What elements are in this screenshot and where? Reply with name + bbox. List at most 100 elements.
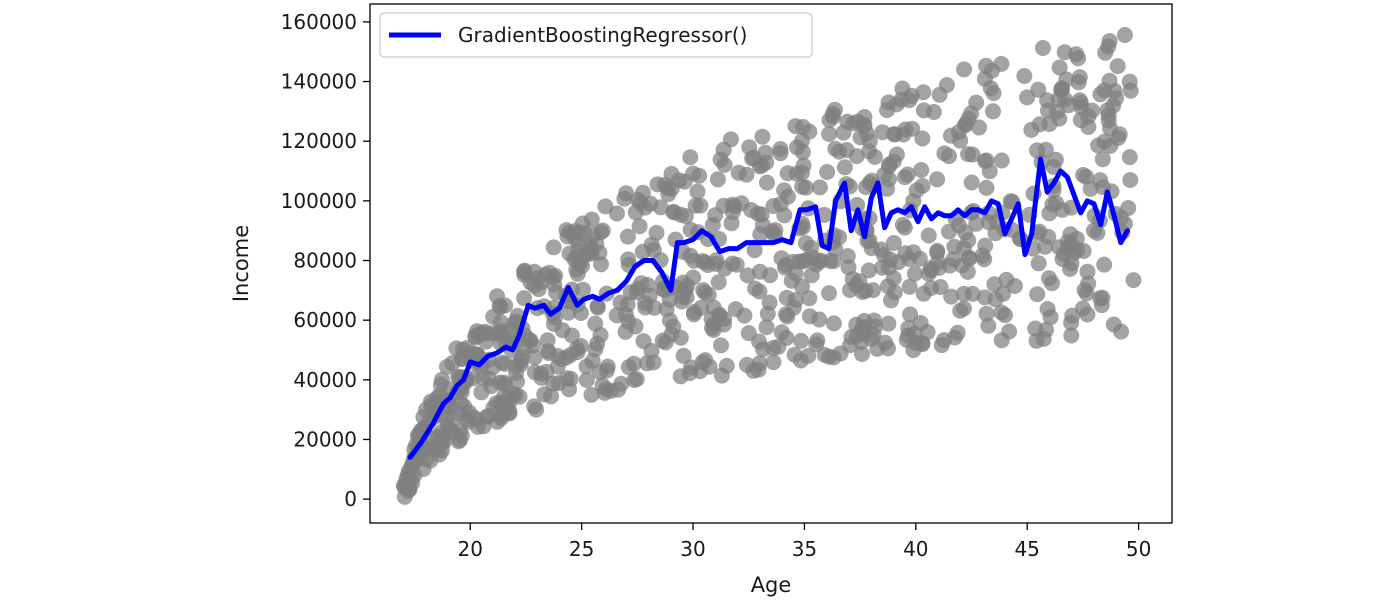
scatter-point: [620, 359, 637, 376]
scatter-point: [1085, 222, 1102, 239]
scatter-point: [968, 94, 985, 111]
scatter-point: [713, 367, 730, 384]
scatter-point: [860, 262, 877, 279]
scatter-point: [473, 384, 490, 401]
scatter-point: [445, 410, 462, 427]
scatter-point: [811, 311, 828, 328]
scatter-point: [971, 119, 987, 136]
scatter-point: [608, 205, 625, 222]
scatter-point: [682, 149, 699, 166]
scatter-point: [836, 159, 853, 176]
scatter-point: [993, 304, 1010, 321]
scatter-point: [978, 305, 995, 322]
scatter-point: [825, 253, 842, 270]
scatter-point: [1080, 108, 1097, 125]
scatter-point: [682, 221, 699, 238]
scatter-point: [599, 358, 616, 375]
scatter-point: [880, 158, 897, 175]
scatter-point: [747, 280, 763, 297]
scatter-point: [1028, 332, 1045, 349]
scatter-point: [794, 132, 810, 149]
scatter-point: [709, 171, 726, 188]
x-tick-label: 50: [1126, 537, 1151, 561]
scatter-point: [1053, 82, 1070, 98]
scatter-point: [840, 259, 857, 276]
scatter-point: [861, 143, 878, 160]
scatter-point: [1051, 59, 1068, 76]
scatter-point: [920, 227, 937, 244]
scatter-point: [816, 347, 833, 363]
scatter-point: [1040, 102, 1056, 119]
scatter-point: [568, 261, 585, 278]
scatter-point: [901, 92, 918, 109]
scatter-point: [943, 288, 960, 305]
scatter-point: [629, 280, 646, 297]
series-line-gradient-boosting: [407, 156, 1130, 460]
scatter-point: [931, 86, 948, 103]
scatter-point: [739, 267, 756, 284]
scatter-point: [963, 174, 980, 191]
scatter-point: [758, 319, 775, 336]
scatter-point: [811, 179, 828, 196]
scatter-point: [418, 401, 435, 418]
scatter-point: [838, 142, 855, 158]
scatter-point: [745, 362, 762, 379]
scatter-point: [776, 182, 793, 199]
scatter-point: [567, 223, 584, 239]
scatter-point: [480, 370, 497, 387]
scatter-point: [694, 253, 711, 270]
scatter-point: [583, 386, 600, 403]
scatter-point: [467, 328, 484, 345]
scatter-point: [1080, 275, 1097, 292]
scatter-point: [1019, 89, 1036, 106]
scatter-point: [842, 337, 859, 354]
scatter-point: [961, 250, 978, 267]
scatter-point: [526, 349, 543, 366]
scatter-point: [1001, 323, 1018, 340]
scatter-point: [773, 324, 790, 341]
scatter-point: [915, 102, 932, 119]
scatter-point: [857, 282, 874, 299]
scatter-point: [685, 306, 702, 323]
scatter-point: [932, 279, 949, 295]
scatter-point: [1079, 306, 1096, 323]
legend: GradientBoostingRegressor(): [379, 12, 813, 58]
scatter-point: [548, 284, 565, 301]
scatter-point: [964, 285, 981, 302]
scatter-point: [904, 120, 921, 137]
scatter-point: [700, 286, 717, 303]
scatter-layer: [396, 27, 1142, 505]
y-tick-label: 40000: [293, 368, 357, 392]
scatter-point: [704, 217, 721, 233]
scatter-point: [705, 299, 722, 316]
scatter-point: [1044, 196, 1061, 213]
scatter-point: [1002, 193, 1019, 210]
x-tick-label: 20: [458, 537, 483, 561]
scatter-point: [545, 315, 562, 332]
scatter-point: [1068, 46, 1085, 63]
scatter-point: [1121, 149, 1138, 166]
scatter-point: [645, 354, 662, 371]
scatter-point: [1072, 94, 1089, 111]
scatter-point: [515, 340, 532, 357]
scatter-point: [516, 290, 533, 307]
scatter-point: [1069, 241, 1086, 258]
scatter-point: [403, 469, 420, 486]
scatter-point: [597, 198, 614, 215]
scatter-point: [906, 265, 923, 282]
scatter-point: [549, 358, 566, 375]
scatter-point: [710, 274, 727, 291]
scatter-point: [886, 284, 903, 301]
scatter-point: [749, 205, 766, 222]
scatter-point: [987, 291, 1004, 308]
scatter-point: [723, 131, 739, 148]
scatter-point: [915, 285, 932, 302]
scatter-point: [839, 113, 856, 130]
scatter-point: [929, 171, 946, 188]
legend-label: GradientBoostingRegressor(): [458, 23, 747, 47]
scatter-point: [811, 253, 828, 270]
scatter-point: [803, 267, 820, 284]
scatter-point: [1037, 141, 1054, 158]
scatter-point: [1063, 255, 1080, 272]
scatter-point: [516, 266, 533, 283]
